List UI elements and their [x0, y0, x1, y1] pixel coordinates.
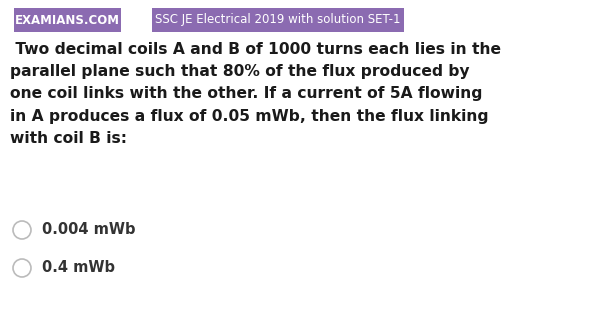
Circle shape	[13, 259, 31, 277]
Circle shape	[13, 221, 31, 239]
Text: 0.4 mWb: 0.4 mWb	[42, 260, 115, 276]
FancyBboxPatch shape	[152, 8, 404, 32]
Text: Two decimal coils A and B of 1000 turns each lies in the
parallel plane such tha: Two decimal coils A and B of 1000 turns …	[10, 42, 501, 146]
FancyBboxPatch shape	[14, 8, 121, 32]
Text: SSC JE Electrical 2019 with solution SET-1: SSC JE Electrical 2019 with solution SET…	[155, 14, 401, 26]
Text: 0.004 mWb: 0.004 mWb	[42, 223, 136, 237]
Text: EXAMIANS.COM: EXAMIANS.COM	[15, 14, 120, 26]
